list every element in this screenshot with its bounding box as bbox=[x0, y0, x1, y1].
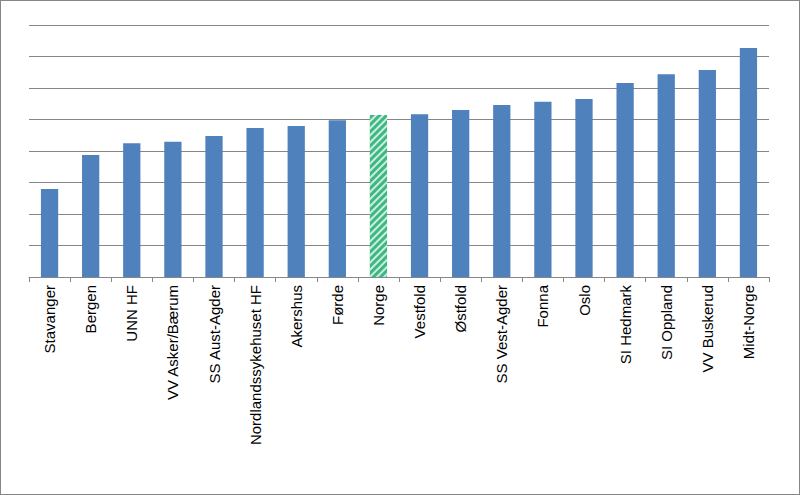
svg-text:Vestfold: Vestfold bbox=[411, 285, 428, 338]
svg-text:VV Buskerud: VV Buskerud bbox=[699, 285, 716, 373]
svg-text:Stavanger: Stavanger bbox=[41, 285, 58, 353]
svg-text:SI Hedmark: SI Hedmark bbox=[617, 285, 634, 365]
svg-text:VV Asker/Bærum: VV Asker/Bærum bbox=[164, 285, 181, 400]
svg-text:Fonna: Fonna bbox=[534, 284, 551, 327]
svg-text:Norge: Norge bbox=[370, 285, 387, 326]
svg-text:SS Vest-Agder: SS Vest-Agder bbox=[493, 285, 510, 383]
svg-text:Midt-Norge: Midt-Norge bbox=[740, 285, 757, 359]
svg-text:UNN HF: UNN HF bbox=[123, 285, 140, 342]
svg-text:Nordlandssykehuset HF: Nordlandssykehuset HF bbox=[247, 285, 264, 445]
svg-text:Østfold: Østfold bbox=[452, 285, 469, 333]
svg-text:SS Aust-Agder: SS Aust-Agder bbox=[206, 285, 223, 383]
svg-text:Bergen: Bergen bbox=[82, 285, 99, 333]
svg-text:Oslo: Oslo bbox=[576, 285, 593, 316]
svg-text:Førde: Førde bbox=[329, 285, 346, 325]
svg-text:SI Oppland: SI Oppland bbox=[658, 285, 675, 360]
svg-text:Akershus: Akershus bbox=[288, 285, 305, 348]
